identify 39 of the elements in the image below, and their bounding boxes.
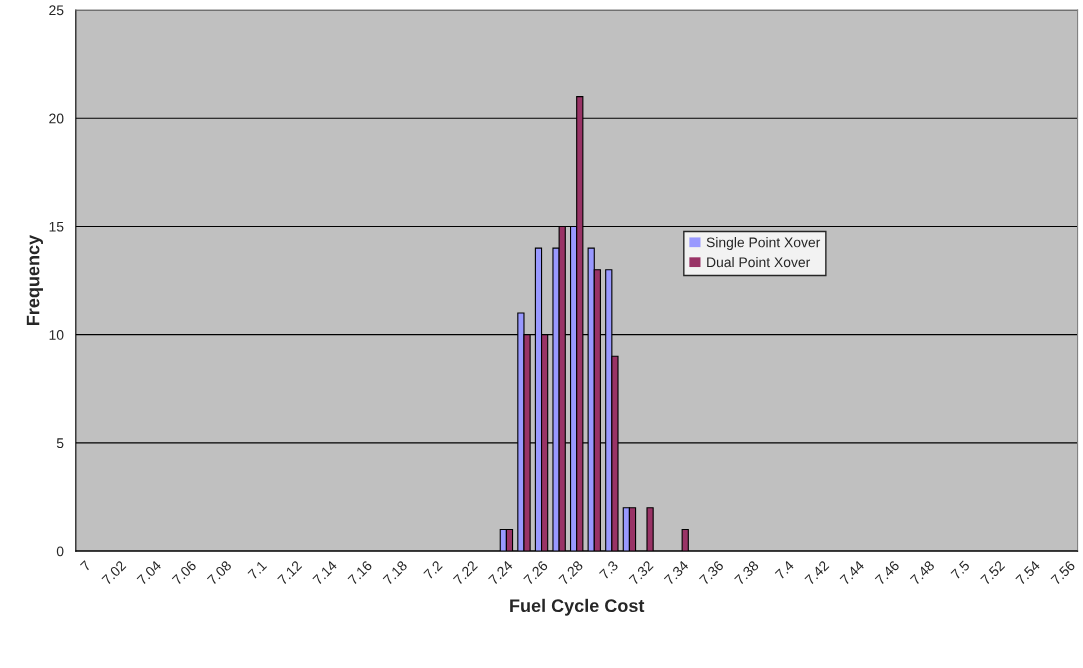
x-tick-label: 7.06 [171, 560, 197, 586]
x-tick-label: 7.12 [277, 560, 303, 586]
y-tick-label: 10 [49, 330, 64, 340]
x-tick-label: 7.2 [423, 560, 443, 580]
y-tick-label: 15 [49, 221, 64, 232]
x-tick-label: 7.32 [628, 560, 654, 586]
x-tick-label: 7.5 [950, 560, 971, 580]
x-tick-label: 7.02 [101, 560, 127, 586]
x-tick-label: 7.08 [206, 560, 232, 586]
legend-label: Dual Point Xover [707, 256, 811, 268]
y-tick-label: 5 [56, 438, 64, 449]
x-tick-label: 7.56 [1050, 560, 1076, 586]
x-axis-title: Fuel Cycle Cost [510, 598, 645, 616]
x-tick-label: 7.38 [734, 560, 760, 586]
x-tick-label: 7.34 [663, 559, 690, 586]
x-tick-label: 7 [80, 560, 92, 572]
x-tick-label: 7.1 [247, 560, 267, 580]
x-tick-label: 7.22 [452, 560, 478, 586]
x-tick-label: 7.04 [136, 559, 162, 586]
x-tick-label: 7.44 [839, 560, 865, 586]
x-tick-label: 7.16 [347, 560, 373, 586]
x-tick-label: 7.28 [558, 560, 584, 586]
x-tick-label: 7.36 [698, 560, 725, 586]
x-tick-label: 7.46 [874, 560, 900, 586]
x-tick-label: 7.14 [312, 560, 338, 586]
y-tick-label: 20 [49, 113, 64, 124]
x-tick-label: 7.48 [909, 560, 935, 586]
x-tick-label: 7.52 [980, 560, 1006, 586]
y-tick-label: 25 [49, 5, 64, 16]
x-tick-label: 7.54 [1015, 560, 1041, 586]
x-tick-label: 7.24 [488, 559, 514, 586]
x-tick-label: 7.42 [804, 560, 830, 586]
y-tick-label: 0 [56, 546, 64, 557]
y-axis-title: Frequency [26, 235, 43, 325]
x-tick-label: 7.26 [523, 560, 549, 586]
legend-label: Single Point Xover [706, 237, 821, 251]
x-tick-label: 7.4 [774, 560, 795, 580]
x-tick-label: 7.3 [598, 560, 619, 580]
x-tick-label: 7.18 [382, 560, 408, 586]
